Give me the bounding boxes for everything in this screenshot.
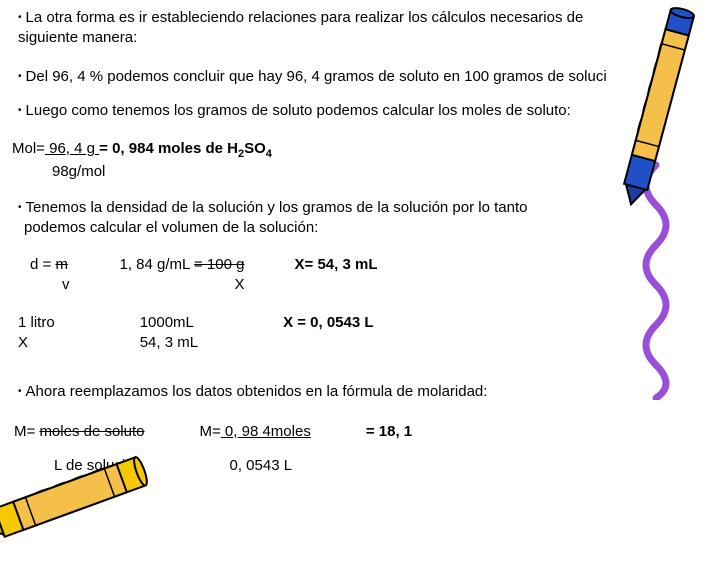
bullet-4: •Tenemos la densidad de la solución y lo… [12, 198, 697, 239]
col-ml: 1000mL 54, 3 mL [140, 313, 198, 354]
text: siguiente manera: [12, 29, 137, 46]
conversion-calc: 1 litro X 1000mL 54, 3 mL X = 0, 0543 L [18, 313, 697, 354]
density-calc: d = m v 1, 84 g/mL = 100 g X X= 54, 3 mL [30, 255, 697, 296]
crayon-blue-icon [599, 0, 709, 210]
numerator: 96, 4 g [45, 140, 99, 157]
text: Luego como tenemos los gramos de soluto … [26, 102, 571, 119]
crayon-yellow-icon [0, 442, 160, 552]
label: Mol= [12, 140, 45, 157]
text: podemos calcular el volumen de la soluci… [18, 219, 318, 236]
bullet-1: •La otra forma es ir estableciendo relac… [12, 8, 697, 49]
text: Ahora reemplazamos los datos obtenidos e… [26, 383, 488, 400]
col-values: M= 0, 98 4moles 0, 0543 L [200, 422, 311, 477]
slide-content: •La otra forma es ir estableciendo relac… [12, 8, 697, 476]
col-result: = 18, 1 [366, 422, 412, 477]
bullet-2: •Del 96, 4 % podemos concluir que hay 96… [12, 67, 697, 87]
col-values: 1, 84 g/mL = 100 g X [120, 255, 245, 296]
denominator: 98g/mol [52, 163, 105, 180]
so: SO [244, 140, 266, 157]
bullet-5: •Ahora reemplazamos los datos obtenidos … [12, 382, 697, 402]
text: Del 96, 4 % podemos concluir que hay 96,… [26, 68, 607, 85]
col-result: X= 54, 3 mL [295, 255, 378, 296]
mol-calc: Mol= 96, 4 g = 0, 984 moles de H2SO4 98g… [12, 139, 697, 182]
col-result: X = 0, 0543 L [283, 313, 373, 354]
text: La otra forma es ir estableciendo relaci… [26, 9, 584, 26]
col-litro: 1 litro X [18, 313, 55, 354]
eq: = 0, 984 moles de H [99, 140, 238, 157]
text: Tenemos la densidad de la solución y los… [26, 199, 528, 216]
col-formula: d = m v [30, 255, 70, 296]
sub: 4 [266, 148, 272, 160]
bullet-3: •Luego como tenemos los gramos de soluto… [12, 101, 697, 121]
